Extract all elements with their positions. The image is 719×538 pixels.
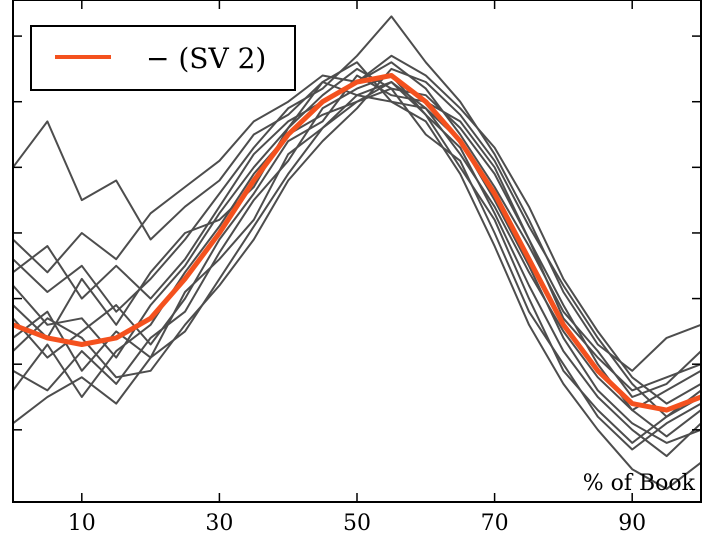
series-line-8 bbox=[12, 61, 702, 398]
series-line-3 bbox=[12, 74, 702, 458]
tick-layer: 10 30 50 70 90 bbox=[13, 0, 701, 536]
series-line-6 bbox=[12, 15, 702, 372]
legend: − (SV 2) bbox=[30, 25, 296, 91]
series-line-9 bbox=[12, 74, 702, 438]
series-line-7 bbox=[12, 94, 702, 490]
series-line-5 bbox=[12, 67, 702, 418]
x-tick-label: 10 bbox=[68, 511, 96, 536]
x-tick-label: 90 bbox=[618, 511, 646, 536]
x-axis-label: % of Book bbox=[583, 471, 696, 496]
series-line-4 bbox=[12, 61, 702, 412]
legend-label-sv2: − (SV 2) bbox=[146, 42, 266, 75]
series-line-2 bbox=[12, 67, 702, 392]
series-line-10 bbox=[12, 81, 702, 444]
series-line-12 bbox=[12, 81, 702, 444]
series-layer bbox=[12, 15, 702, 490]
x-tick-label: 30 bbox=[205, 511, 233, 536]
x-tick-label: 50 bbox=[343, 511, 371, 536]
series-line-sv2 bbox=[12, 73, 702, 413]
x-tick-label: 70 bbox=[481, 511, 509, 536]
